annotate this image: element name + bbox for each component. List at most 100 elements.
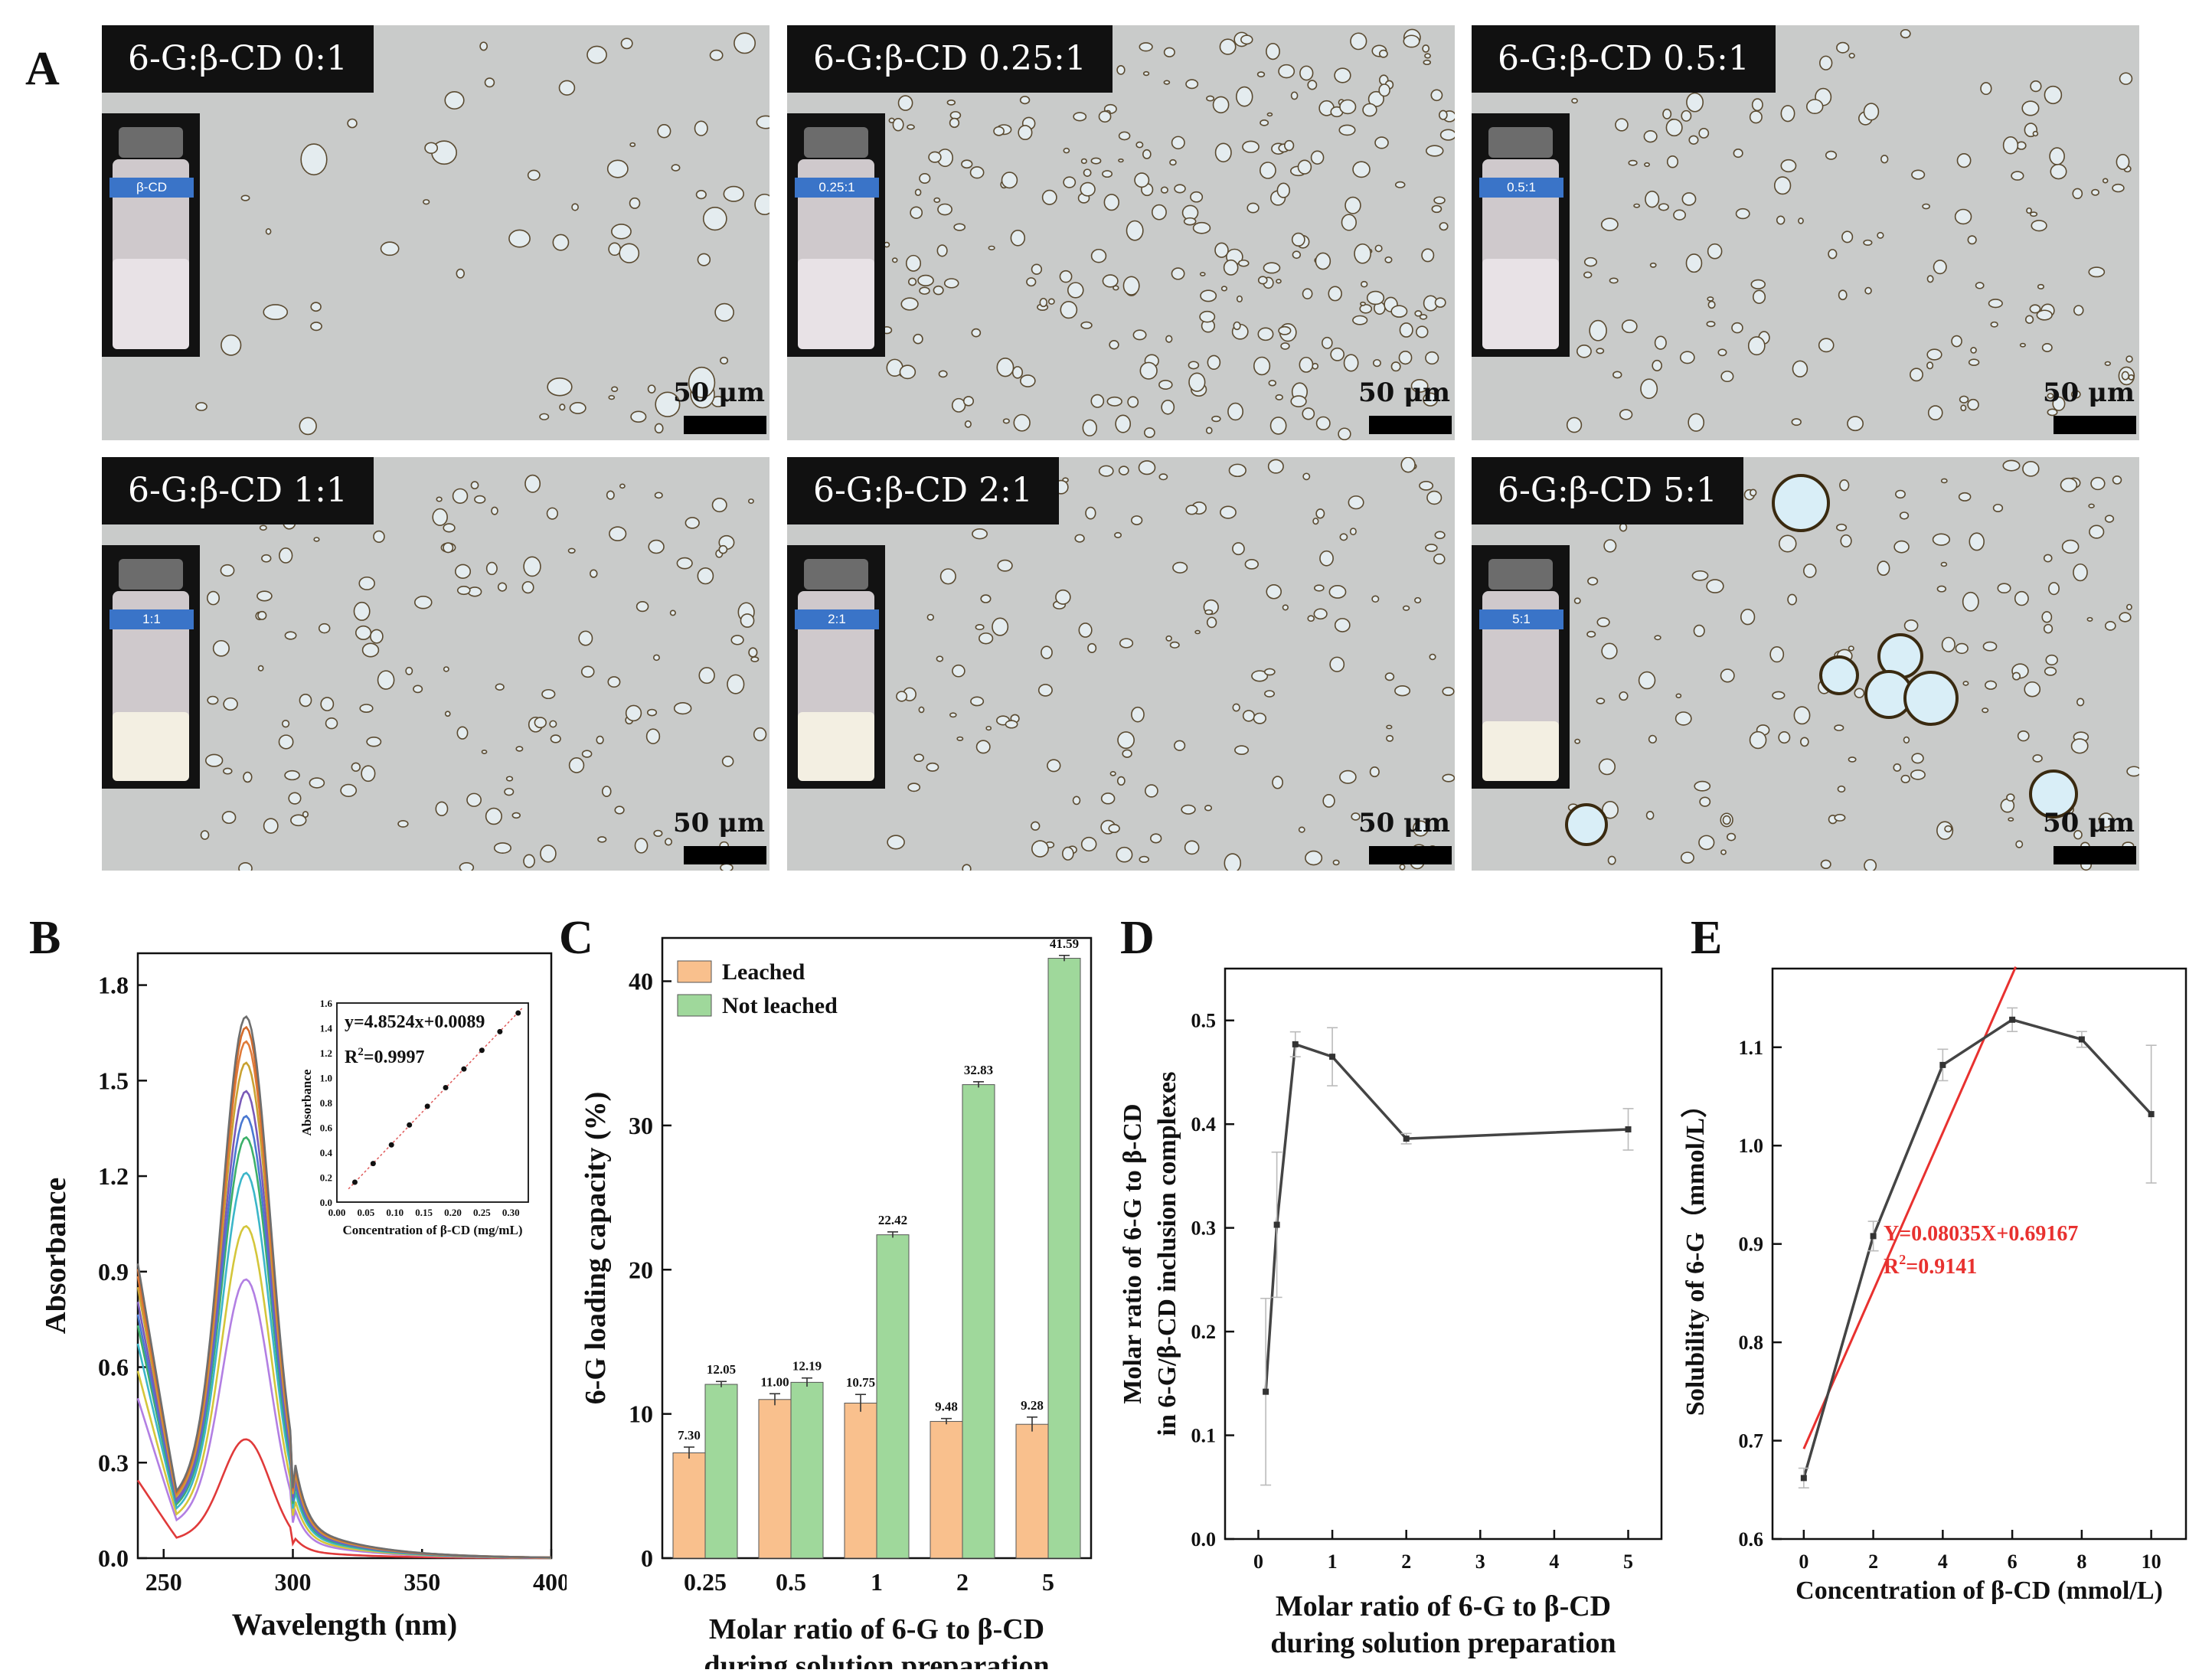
particle (2011, 171, 2024, 181)
scale-bar (1369, 846, 1452, 864)
particle (1688, 413, 1705, 432)
particle (1422, 44, 1430, 53)
inset-r-squared: R2=0.9997 (345, 1046, 425, 1067)
particle (1118, 466, 1129, 475)
legend-swatch (677, 994, 712, 1017)
particle (1169, 158, 1177, 166)
x-tick-label: 3 (1475, 1550, 1485, 1573)
particle (1992, 503, 2004, 513)
particle (1073, 112, 1087, 122)
particle (1059, 270, 1073, 283)
particle (1399, 322, 1413, 338)
particle (2076, 698, 2085, 707)
particle (1237, 259, 1250, 267)
vial-drawing (798, 127, 874, 349)
particle (540, 845, 557, 863)
particle (347, 118, 358, 129)
particle (1818, 55, 1833, 70)
particle (1367, 90, 1384, 107)
particle (979, 632, 994, 645)
micrograph-label: 6-G:β-CD 0.5:1 (1472, 25, 1776, 93)
particle (567, 547, 576, 554)
particle (747, 498, 754, 505)
particle (1161, 400, 1175, 415)
particle (1836, 523, 1848, 531)
particle (310, 322, 322, 332)
particle (720, 863, 734, 871)
y-tick-label: 30 (629, 1112, 653, 1139)
particle (547, 377, 573, 397)
particle (949, 117, 960, 129)
particle (1348, 495, 1364, 510)
micrograph-1: 6-G:β-CD 0:1 β-CD 50 μm (102, 25, 769, 440)
particle (541, 688, 556, 700)
vial-photo: 0.5:1 (1472, 113, 1570, 357)
scale-bar-label: 50 μm (2042, 377, 2135, 408)
particle (962, 864, 972, 871)
particle (1115, 414, 1132, 433)
particle (443, 666, 449, 672)
vial-drawing (113, 127, 189, 349)
particle (466, 792, 482, 807)
particle (2086, 616, 2093, 622)
data-point (1292, 1041, 1299, 1047)
particle (2070, 738, 2089, 754)
particle (1834, 813, 1846, 822)
vial-label: β-CD (109, 178, 194, 198)
particle (1372, 358, 1381, 368)
particle (896, 691, 908, 702)
particle (969, 166, 985, 179)
particle (2011, 671, 2021, 681)
particle (1848, 53, 1855, 59)
particle (1433, 196, 1446, 204)
particle (370, 629, 384, 644)
particle (727, 674, 745, 694)
particle (534, 717, 547, 729)
particle (278, 734, 294, 750)
vial-liquid (1482, 721, 1559, 781)
particle (1662, 108, 1672, 119)
vial-photo: 0.25:1 (787, 113, 885, 357)
particle (1425, 145, 1444, 157)
particle (485, 807, 502, 825)
particle (313, 537, 320, 542)
particle (1419, 314, 1428, 320)
particle (1403, 34, 1420, 48)
particle (949, 111, 962, 120)
particle (1268, 380, 1277, 387)
particle (212, 639, 230, 657)
particle (325, 717, 338, 730)
inset-point (461, 1066, 467, 1072)
scale-bar-label: 50 μm (672, 377, 765, 408)
particle (1621, 319, 1638, 334)
particle (1838, 289, 1848, 301)
particle (1818, 338, 1835, 353)
inset-y-tick-label: 1.4 (320, 1023, 333, 1034)
particle (1679, 351, 1695, 364)
x-tick-label: 1 (871, 1568, 883, 1596)
y-axis-label: Solubility of 6-G（mmol/L） (1680, 1092, 1710, 1416)
particle (1298, 826, 1305, 833)
particle (1328, 286, 1342, 302)
particle (1583, 257, 1598, 267)
particle (413, 685, 423, 694)
particle (459, 861, 475, 871)
particle (1341, 214, 1358, 231)
y-tick-label: 0.3 (98, 1449, 129, 1476)
particle (1360, 301, 1366, 306)
particle (2112, 183, 2125, 193)
y-tick-label: 0.7 (1739, 1430, 1764, 1452)
bar-data-label: 22.42 (878, 1213, 907, 1227)
particle (2024, 681, 2041, 698)
particle (1769, 645, 1785, 663)
particle (697, 253, 711, 266)
particle (1419, 481, 1434, 491)
particle (444, 91, 465, 110)
particle (1675, 711, 1692, 726)
particle (1185, 79, 1199, 90)
micrograph-particles (200, 462, 767, 871)
particle (1031, 263, 1043, 275)
particle (647, 384, 656, 394)
particle (1576, 345, 1592, 358)
particle (578, 630, 593, 646)
